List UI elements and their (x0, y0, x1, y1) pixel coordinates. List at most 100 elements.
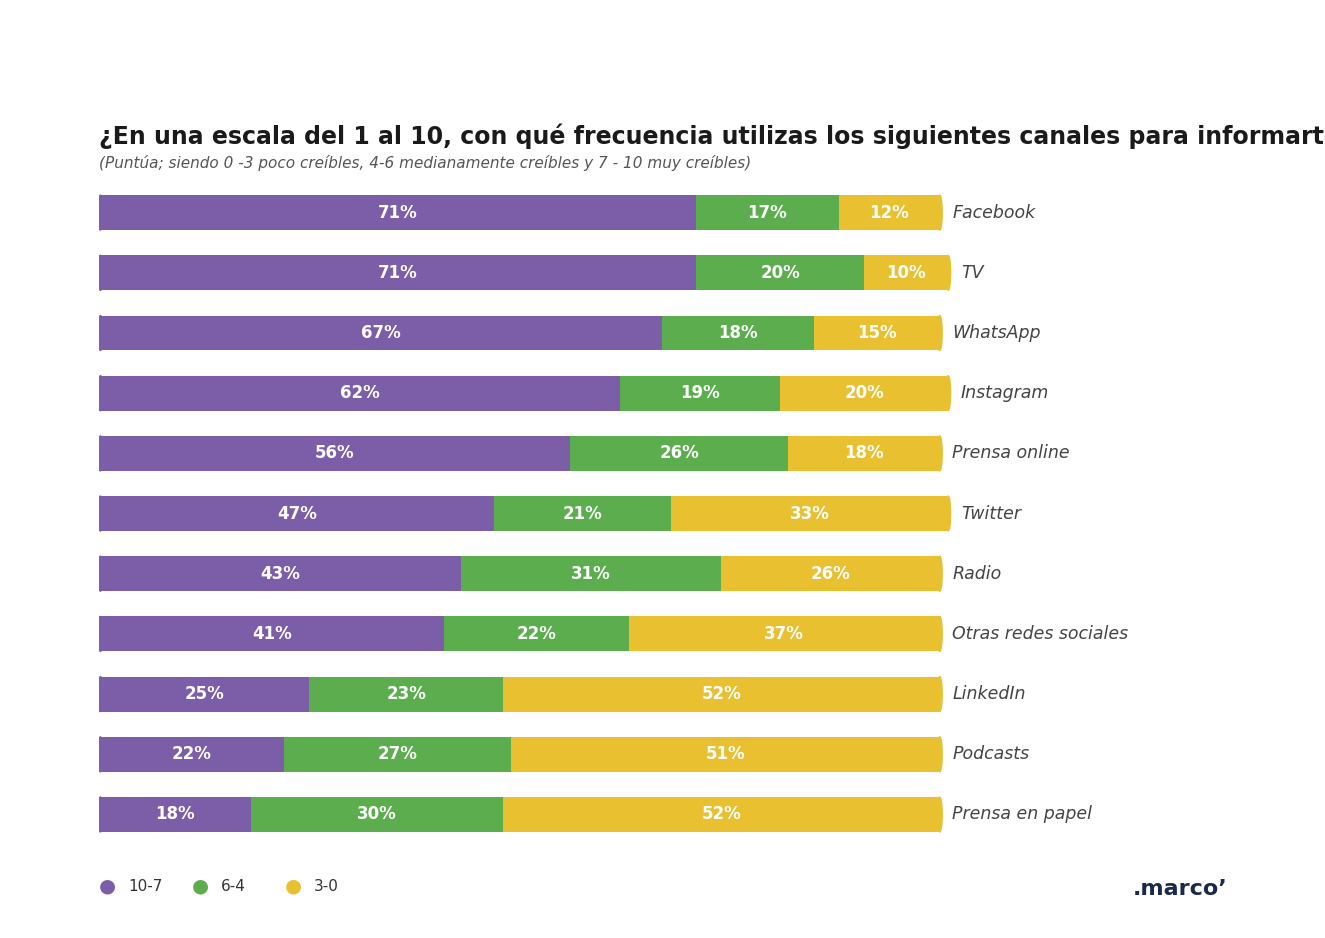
Text: 18%: 18% (155, 806, 195, 824)
Text: 26%: 26% (811, 565, 851, 582)
Bar (99, 556, 721, 591)
Text: 22%: 22% (172, 746, 212, 764)
Circle shape (98, 195, 103, 230)
Text: 33%: 33% (790, 505, 829, 522)
Bar (99, 616, 939, 651)
Text: 47%: 47% (277, 505, 317, 522)
Bar (99, 676, 939, 712)
Text: 18%: 18% (718, 324, 758, 342)
Bar (99, 797, 250, 832)
Circle shape (937, 737, 942, 772)
Circle shape (946, 255, 950, 290)
Text: Twitter: Twitter (961, 505, 1020, 522)
Text: 17%: 17% (747, 204, 787, 221)
Text: 41%: 41% (252, 625, 292, 643)
Circle shape (98, 376, 103, 411)
Text: (Puntúa; siendo 0 -3 poco creíbles, 4-6 medianamente creíbles y 7 - 10 muy creíb: (Puntúa; siendo 0 -3 poco creíbles, 4-6 … (99, 155, 751, 171)
Text: Prensa en papel: Prensa en papel (953, 806, 1092, 824)
Circle shape (98, 556, 103, 591)
Text: 71%: 71% (378, 204, 417, 221)
Text: .marcoʼ: .marcoʼ (1133, 879, 1228, 900)
Bar (99, 436, 788, 471)
Circle shape (98, 616, 103, 651)
Bar (99, 255, 696, 290)
Text: 22%: 22% (517, 625, 556, 643)
Bar (99, 376, 620, 411)
Bar (99, 797, 502, 832)
Bar (99, 376, 780, 411)
Bar (99, 616, 444, 651)
Bar (99, 255, 949, 290)
Circle shape (98, 676, 103, 712)
Text: 18%: 18% (844, 445, 884, 462)
Text: 71%: 71% (378, 264, 417, 281)
Bar (99, 255, 864, 290)
Circle shape (98, 315, 103, 351)
Bar (99, 616, 629, 651)
Circle shape (946, 496, 950, 531)
Bar (99, 436, 570, 471)
Bar (99, 556, 461, 591)
Text: 56%: 56% (315, 445, 355, 462)
Circle shape (98, 255, 103, 290)
Bar (99, 195, 939, 230)
Text: 21%: 21% (563, 505, 603, 522)
Bar (99, 737, 511, 772)
Text: 37%: 37% (765, 625, 804, 643)
Text: Otras redes sociales: Otras redes sociales (953, 625, 1129, 643)
Circle shape (937, 556, 942, 591)
Text: 31%: 31% (571, 565, 611, 582)
Bar (99, 556, 939, 591)
Circle shape (937, 797, 942, 832)
Circle shape (937, 195, 942, 230)
Bar (99, 797, 939, 832)
Bar (99, 315, 662, 351)
Bar (99, 676, 502, 712)
Text: WhatsApp: WhatsApp (953, 324, 1041, 342)
Text: 20%: 20% (761, 264, 800, 281)
Text: 3-0: 3-0 (314, 879, 339, 894)
Circle shape (937, 315, 942, 351)
Bar (99, 315, 814, 351)
Bar (99, 315, 939, 351)
Text: TV: TV (961, 264, 983, 281)
Text: Radio: Radio (953, 565, 1002, 582)
Text: 25%: 25% (184, 685, 224, 704)
Bar (99, 676, 310, 712)
Bar (99, 496, 670, 531)
Circle shape (98, 797, 103, 832)
Bar (99, 737, 285, 772)
Text: ●: ● (285, 877, 302, 896)
Bar (99, 195, 839, 230)
Text: 52%: 52% (701, 685, 741, 704)
Bar (99, 376, 949, 411)
Text: 12%: 12% (869, 204, 909, 221)
Text: 62%: 62% (341, 385, 380, 402)
Text: Instagram: Instagram (961, 385, 1049, 402)
Text: 10-7: 10-7 (129, 879, 163, 894)
Circle shape (937, 436, 942, 471)
Text: 6-4: 6-4 (221, 879, 246, 894)
Text: 20%: 20% (844, 385, 884, 402)
Text: Facebook: Facebook (953, 204, 1036, 221)
Text: LinkedIn: LinkedIn (953, 685, 1026, 704)
Text: Podcasts: Podcasts (953, 746, 1030, 764)
Bar (99, 737, 939, 772)
Bar (99, 496, 494, 531)
Bar (99, 436, 939, 471)
Text: ●: ● (192, 877, 209, 896)
Circle shape (98, 737, 103, 772)
Text: 10%: 10% (886, 264, 926, 281)
Text: 52%: 52% (701, 806, 741, 824)
Text: .marcoʼ: .marcoʼ (122, 71, 186, 86)
Text: POST-COVID-19 CONSUMER BEHAVIOUR: POST-COVID-19 CONSUMER BEHAVIOUR (221, 72, 518, 85)
Text: 23%: 23% (386, 685, 427, 704)
Bar (99, 195, 696, 230)
Text: 15%: 15% (857, 324, 897, 342)
Text: 26%: 26% (660, 445, 700, 462)
Text: 43%: 43% (260, 565, 299, 582)
Circle shape (98, 436, 103, 471)
Circle shape (937, 676, 942, 712)
Text: Prensa online: Prensa online (953, 445, 1071, 462)
Text: 51%: 51% (706, 746, 745, 764)
